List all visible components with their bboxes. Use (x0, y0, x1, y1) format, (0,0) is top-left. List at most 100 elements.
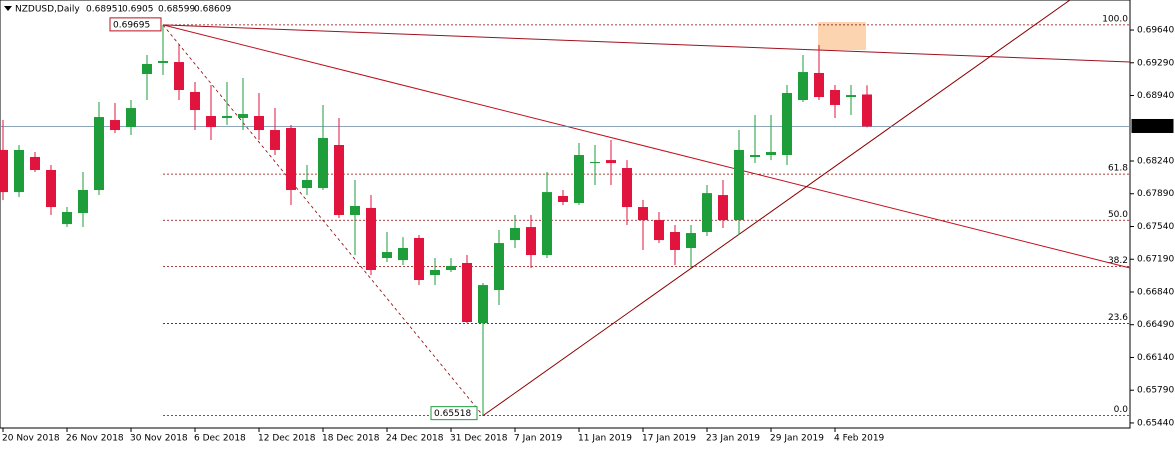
candle-body (782, 92, 792, 156)
candle-body (334, 145, 344, 215)
x-tick-label: 11 Jan 2019 (578, 434, 632, 444)
candle-body (670, 232, 680, 250)
candle-body (318, 137, 328, 189)
candle-body (558, 195, 568, 202)
candle-body (206, 116, 216, 128)
candle-body (270, 130, 280, 150)
candle-body (398, 248, 408, 261)
candle-body (798, 72, 808, 101)
x-tick-label: 17 Jan 2019 (642, 434, 696, 444)
candle-body (414, 237, 424, 281)
candle-body (654, 220, 664, 241)
current-price-label-box (1131, 118, 1174, 133)
fib-level-label: 61.8 (1108, 164, 1128, 174)
y-tick-label: 0.65440 (1137, 418, 1174, 428)
x-tick-label: 29 Jan 2019 (770, 434, 824, 444)
low-label-box (430, 406, 478, 421)
candle-body (158, 60, 168, 63)
high-label-box (109, 17, 162, 32)
candle-body (862, 94, 872, 127)
candle-body (382, 252, 392, 259)
candle-body (510, 227, 520, 241)
candle-body (222, 116, 232, 118)
x-tick-label: 7 Jan 2019 (514, 434, 562, 444)
candle-body (126, 108, 136, 128)
candle-body (718, 195, 728, 221)
candle-body (110, 120, 120, 131)
candle-body (702, 193, 712, 233)
candle-body (686, 233, 696, 249)
candle-body (430, 269, 440, 276)
y-tick-label: 0.68940 (1137, 91, 1174, 101)
x-tick-label: 12 Dec 2018 (258, 434, 316, 444)
candle-body (286, 127, 296, 191)
chart-title: NZDUSD,Daily (15, 5, 80, 15)
current-price-label: 0.68609 (1135, 122, 1172, 132)
candle-body (750, 155, 760, 157)
symbol-icon (4, 6, 12, 11)
trend-line (482, 0, 1071, 417)
fib-level-label: 38.2 (1108, 256, 1128, 266)
x-tick-label: 23 Jan 2019 (706, 434, 760, 444)
y-tick-label: 0.67540 (1137, 222, 1174, 232)
candle-body (830, 89, 840, 105)
fib-level-label: 0.0 (1114, 405, 1129, 415)
y-tick-label: 0.66840 (1137, 287, 1174, 297)
candle-body (190, 91, 200, 111)
highlight-zone (818, 22, 866, 50)
y-tick-label: 0.69290 (1137, 58, 1174, 68)
candle-body (254, 116, 264, 131)
candle-body (446, 265, 456, 270)
x-tick-label: 6 Dec 2018 (194, 434, 246, 444)
candle-body (494, 243, 504, 291)
candle-body (622, 168, 632, 208)
y-tick-label: 0.65790 (1137, 386, 1174, 396)
x-tick-label: 4 Feb 2019 (834, 434, 885, 444)
plot-frame (0, 0, 1131, 429)
header-high: 0.6905 (122, 5, 154, 15)
candle-body (46, 169, 56, 208)
candle-body (478, 285, 488, 324)
candle-body (94, 117, 104, 191)
x-tick-label: 30 Nov 2018 (130, 434, 188, 444)
fib-level-label: 23.6 (1108, 313, 1128, 323)
y-tick-label: 0.67890 (1137, 189, 1174, 199)
header-low: 0.68599 (158, 5, 195, 15)
x-tick-label: 24 Dec 2018 (386, 434, 444, 444)
candle-body (302, 179, 312, 189)
candle-body (0, 149, 8, 193)
candle-body (846, 95, 856, 98)
x-tick-label: 31 Dec 2018 (450, 434, 508, 444)
candle-body (30, 156, 40, 170)
candle-body (14, 149, 24, 193)
candle-body (542, 192, 552, 256)
candle-body (350, 206, 360, 215)
y-tick-label: 0.66140 (1137, 353, 1174, 363)
header-open: 0.68951 (86, 5, 123, 15)
candle-body (606, 160, 616, 164)
y-tick-label: 0.67190 (1137, 255, 1174, 265)
candle-body (766, 152, 776, 156)
candle-body (526, 227, 536, 256)
x-tick-label: 26 Nov 2018 (66, 434, 124, 444)
candle-body (142, 63, 152, 74)
header-close: 0.68609 (194, 5, 231, 15)
candle-body (366, 207, 376, 270)
candle-body (238, 114, 248, 118)
trend-line (162, 24, 1131, 63)
candle-body (814, 72, 824, 98)
fib-level-label: 50.0 (1108, 210, 1128, 220)
candle-body (574, 155, 584, 204)
x-tick-label: 18 Dec 2018 (322, 434, 380, 444)
candle-body (734, 149, 744, 221)
y-tick-label: 0.68240 (1137, 157, 1174, 167)
candle-body (78, 190, 88, 214)
y-tick-label: 0.69640 (1137, 26, 1174, 36)
x-tick-label: 20 Nov 2018 (2, 434, 60, 444)
candle-body (174, 62, 184, 90)
high-label: 0.69695 (113, 20, 150, 30)
fib-level-label: 100.0 (1102, 14, 1128, 24)
fib-anchor-line (162, 24, 484, 416)
